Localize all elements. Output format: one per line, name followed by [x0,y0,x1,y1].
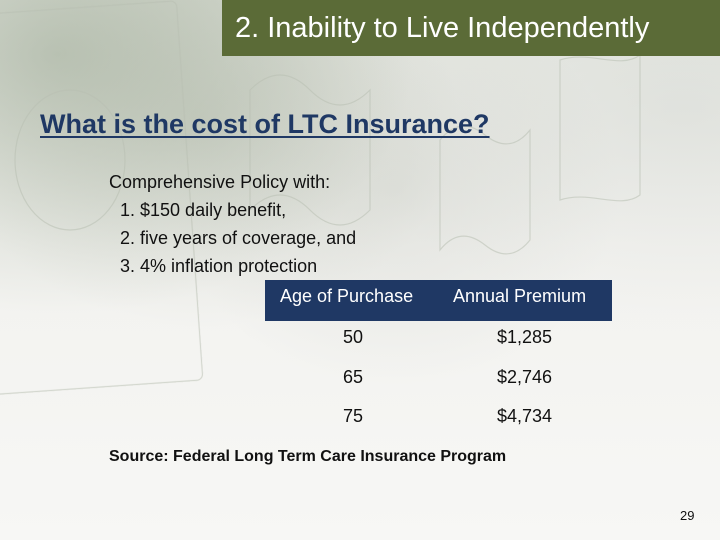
slide-title: 2. Inability to Live Independently [222,0,720,56]
column-header-age: Age of Purchase [280,286,414,306]
premium-cell: $1,285 [497,327,553,347]
premium-table-header: Age of Purchase Annual Premium [265,280,612,321]
table-row: 75 $4,734 [265,406,612,436]
policy-feature-item: 3. 4% inflation protection [120,256,318,276]
column-header-premium: Annual Premium [453,286,587,306]
policy-intro: Comprehensive Policy with: [109,172,331,192]
table-row: 50 $1,285 [265,327,612,357]
table-row: 65 $2,746 [265,367,612,397]
slide-heading: What is the cost of LTC Insurance? [40,109,490,139]
policy-feature-item: 1. $150 daily benefit, [120,200,287,220]
source-citation: Source: Federal Long Term Care Insurance… [109,448,507,465]
policy-features-list: 1. $150 daily benefit, 2. five years of … [109,196,356,280]
policy-feature-item: 2. five years of coverage, and [120,228,357,248]
policy-description: Comprehensive Policy with: 1. $150 daily… [109,168,356,280]
age-cell: 75 [343,406,364,426]
age-cell: 50 [343,327,364,347]
premium-cell: $4,734 [497,406,553,426]
age-cell: 65 [343,367,364,387]
page-number: 29 [680,508,695,523]
premium-cell: $2,746 [497,367,553,387]
